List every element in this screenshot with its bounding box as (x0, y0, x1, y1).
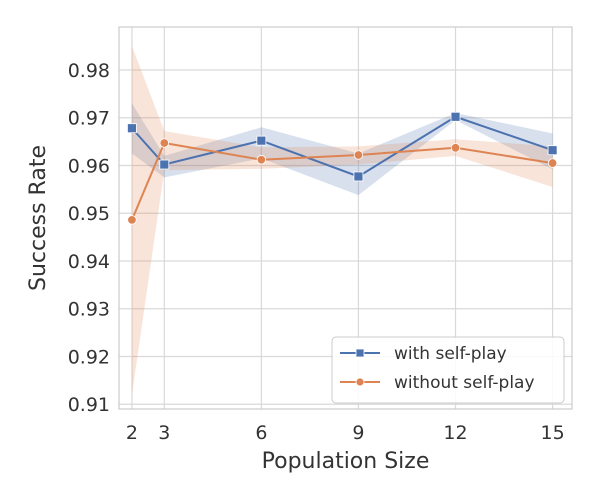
y-tick-label: 0.95 (68, 203, 110, 225)
y-tick-label: 0.93 (68, 299, 110, 321)
y-tick-label: 0.98 (68, 60, 110, 82)
point-marker-without-self-play (353, 150, 364, 160)
plot-frame (118, 26, 573, 410)
x-tick-labels: 2 3 6 9 12 15 (126, 422, 565, 444)
point-marker-without-self-play (159, 138, 170, 148)
point-marker-with-self-play (127, 123, 137, 134)
y-tick-label: 0.97 (68, 108, 110, 130)
legend-label-without-self-play: without self-play (394, 373, 535, 393)
x-tick-label: 3 (158, 422, 170, 444)
point-marker-without-self-play (450, 143, 461, 153)
point-marker-with-self-play (353, 171, 364, 182)
y-tick-label: 0.96 (68, 155, 110, 177)
y-tick-label: 0.91 (68, 394, 110, 416)
point-marker-with-self-play (450, 111, 461, 122)
legend-marker-circle (355, 377, 365, 387)
y-tick-label: 0.92 (68, 346, 110, 368)
series-markers (127, 111, 558, 225)
point-marker-with-self-play (159, 159, 170, 170)
axes-frame (118, 26, 573, 410)
legend-label-with-self-play: with self-play (394, 344, 507, 364)
confidence-bands (131, 46, 553, 395)
ci-band-with-self-play (131, 103, 553, 196)
legend-marker-square (355, 348, 365, 358)
point-marker-without-self-play (547, 158, 558, 168)
x-tick-label: 9 (352, 422, 364, 444)
point-marker-with-self-play (256, 135, 267, 146)
point-marker-with-self-play (547, 145, 558, 156)
grid-lines (119, 27, 572, 409)
x-tick-label: 15 (540, 422, 564, 444)
x-axis-label: Population Size (262, 449, 430, 474)
series-line-with-self-play (131, 115, 553, 178)
point-marker-without-self-play (256, 155, 267, 165)
x-tick-label: 12 (443, 422, 467, 444)
y-tick-labels: 0.91 0.92 0.93 0.94 0.95 0.96 0.97 0.98 (68, 60, 110, 416)
x-tick-label: 6 (255, 422, 267, 444)
y-tick-label: 0.94 (68, 251, 110, 273)
point-marker-without-self-play (127, 215, 137, 225)
legend-box (331, 336, 565, 404)
series-lines (131, 115, 553, 221)
series-line-without-self-play (131, 141, 553, 221)
y-axis-label: Success Rate (26, 145, 51, 291)
x-tick-label: 2 (126, 422, 138, 444)
legend: with self-play without self-play (331, 336, 565, 404)
